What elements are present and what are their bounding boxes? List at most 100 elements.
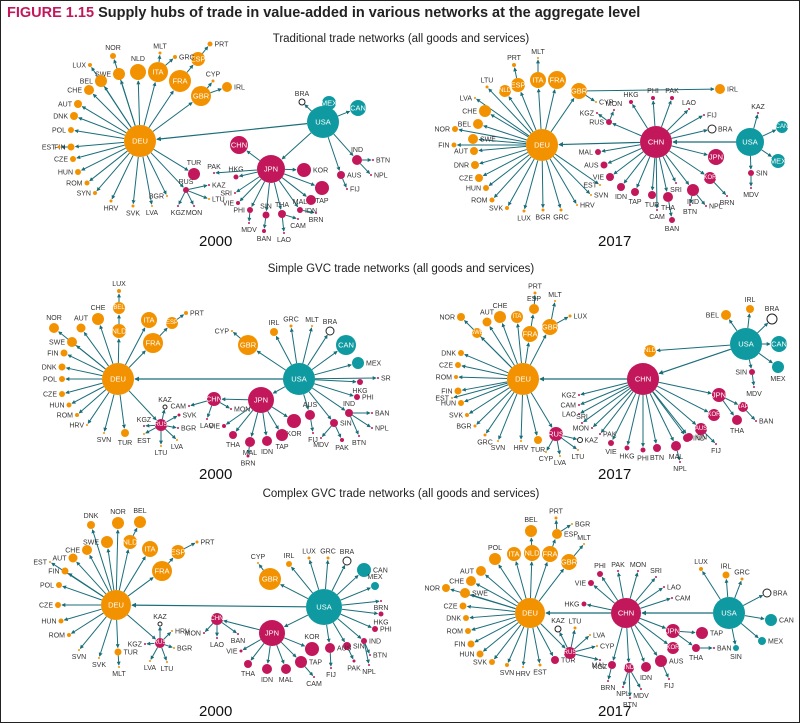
node-label-bel: BEL [524, 517, 537, 524]
node-label-lux: LUX [694, 559, 708, 566]
node-label-gbr: GBR [571, 87, 588, 96]
edge-DEU-POL [63, 586, 102, 600]
node-label-prt: PRT [549, 509, 564, 516]
edge-USA-CAN [763, 130, 776, 136]
edge-USA-MEX [741, 623, 758, 637]
node-label-pol: POL [40, 583, 54, 590]
edge-DEU-ITA [124, 557, 146, 592]
node-ban [237, 633, 239, 635]
node-cze [55, 602, 61, 608]
node-label-kor: KOR [286, 431, 301, 438]
edge-FRA-ESP [531, 315, 533, 326]
edge-ITA-MLT [159, 55, 160, 62]
node-label-hun: HUN [58, 170, 73, 177]
node-vie [588, 580, 594, 586]
edge-CHN-JPN [659, 382, 712, 393]
node-label-lux: LUX [574, 314, 588, 321]
node-label-grc: GRC [553, 215, 569, 222]
edge-SIN-BAN [264, 218, 265, 228]
node-label-aut: AUT [58, 102, 73, 109]
node-label-mal: MAL [243, 450, 258, 457]
node-label-ban: BAN [375, 411, 389, 418]
edge-DEU-ITA [144, 83, 155, 126]
node-label-bra: BRA [323, 319, 338, 326]
node-aus [655, 655, 667, 667]
node-label-chn: CHN [648, 138, 664, 147]
edge-JPN-MAL [277, 645, 284, 663]
node-label-chn: CHN [211, 616, 224, 622]
node-bgr [173, 647, 175, 649]
node-hun [458, 400, 464, 406]
node-sri [675, 182, 677, 184]
node-label-nor: NOR [46, 315, 62, 322]
node-label-deu: DEU [534, 141, 550, 150]
node-label-deu: DEU [132, 137, 148, 146]
node-ltu [208, 198, 210, 200]
edge-ESP-PRT [556, 520, 557, 529]
node-label-ltu: LTU [569, 619, 582, 626]
node-label-deu: DEU [522, 609, 538, 618]
node-label-kor: KOR [703, 175, 717, 181]
node-aus [305, 410, 315, 420]
node-kaz [757, 112, 759, 114]
edge-JPN-TAP [281, 642, 296, 657]
node-fin [452, 143, 457, 148]
edge-DEU-HRV [521, 395, 522, 439]
edge-DEU-TUR [117, 620, 118, 648]
edge-RUS-LVA [557, 441, 559, 454]
node-svn [590, 194, 592, 196]
edge-USA-GBR [257, 351, 286, 370]
node-label-pol: POL [43, 377, 57, 384]
node-svk [465, 413, 469, 417]
node-label-che: CHE [462, 109, 477, 116]
edge-USA-IRL [748, 314, 750, 328]
edge-USA-AUS [327, 625, 330, 642]
edge-USA-GRC [291, 328, 296, 363]
node-label-idn: IDN [261, 677, 273, 684]
node-kor [297, 163, 311, 177]
node-label-tha: THA [241, 671, 255, 678]
edge-DEU-TUR [537, 626, 553, 655]
node-label-hrv: HRV [580, 203, 595, 210]
edge-JPN-TAP [680, 631, 695, 632]
node-label-svk: SVK [449, 413, 463, 420]
node-rus [606, 119, 612, 125]
node-sin [263, 212, 270, 219]
node-kgz [578, 394, 580, 396]
node-nor [112, 517, 124, 529]
node-label-hun: HUN [41, 619, 56, 626]
node-label-fin: FIN [47, 351, 58, 358]
node-phi [641, 448, 646, 453]
node-label-jpn: JPN [254, 396, 268, 405]
edge-CHN-LAO [667, 110, 687, 130]
node-mlt [311, 325, 313, 327]
node-ban [262, 229, 266, 233]
node-label-cyp: CYP [215, 329, 230, 336]
edge-DEU-GBR [551, 98, 574, 131]
node-label-pak: PAK [347, 666, 361, 673]
node-label-btn: BTN [683, 209, 697, 216]
node-label-ita: ITA [143, 316, 154, 325]
node-bra [343, 557, 351, 565]
edge-DEU-GRC [546, 160, 560, 207]
node-pol [68, 127, 74, 133]
node-sri [234, 192, 236, 194]
node-label-mlt: MLT [153, 44, 167, 51]
node-label-bel: BEL [133, 508, 146, 515]
node-label-mlt: MLT [548, 292, 562, 299]
node-hrv [576, 204, 578, 206]
node-rom [454, 375, 458, 379]
edge-JPN-IDN [263, 413, 266, 435]
node-vie [222, 424, 226, 428]
edge-USA-CAN [745, 616, 764, 619]
node-label-kgz: KGZ [137, 417, 152, 424]
node-label-hun: HUN [466, 186, 481, 193]
edge-RUS-KAZ [563, 436, 577, 439]
edge-CHN-PAK [618, 573, 623, 598]
node-mlt [583, 543, 585, 545]
node-label-hkg: HKG [228, 167, 243, 174]
node-label-aut: AUT [74, 316, 89, 323]
node-label-hkg: HKG [623, 92, 638, 99]
node-label-fin: FIN [48, 569, 59, 576]
node-label-cyp: CYP [600, 644, 615, 651]
